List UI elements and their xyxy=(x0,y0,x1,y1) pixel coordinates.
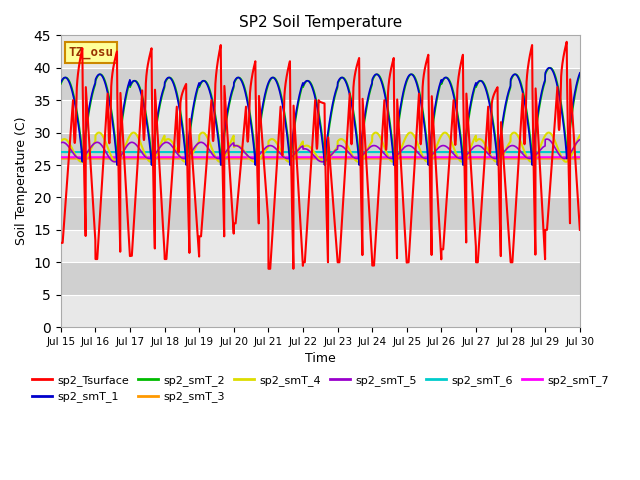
X-axis label: Time: Time xyxy=(305,352,336,365)
Legend: sp2_Tsurface, sp2_smT_1, sp2_smT_2, sp2_smT_3, sp2_smT_4, sp2_smT_5, sp2_smT_6, : sp2_Tsurface, sp2_smT_1, sp2_smT_2, sp2_… xyxy=(28,371,614,407)
Bar xyxy=(61,68,580,100)
Bar xyxy=(61,165,580,197)
Bar xyxy=(61,197,580,230)
Bar xyxy=(61,132,580,165)
Bar xyxy=(61,262,580,295)
Y-axis label: Soil Temperature (C): Soil Temperature (C) xyxy=(15,117,28,245)
Bar xyxy=(61,295,580,327)
Bar xyxy=(61,100,580,132)
Text: TZ_osu: TZ_osu xyxy=(68,46,114,59)
Bar xyxy=(61,230,580,262)
Title: SP2 Soil Temperature: SP2 Soil Temperature xyxy=(239,15,402,30)
Bar xyxy=(61,36,580,68)
